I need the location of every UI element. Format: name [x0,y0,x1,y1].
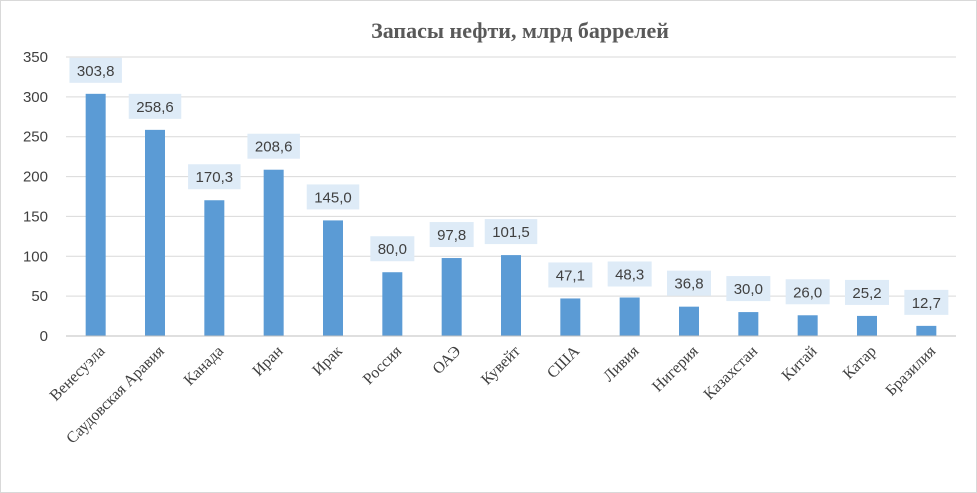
data-label-box [247,133,300,159]
data-label: 36,8 [674,276,703,293]
x-category-label: Китай [779,343,821,385]
data-label: 30,0 [734,281,763,298]
y-tick-label: 150 [23,208,48,225]
x-category-label: Казахстан [701,343,762,404]
data-label-box [429,222,474,248]
bar [738,312,759,336]
x-category-label: ОАЭ [430,343,465,378]
data-label: 25,2 [852,285,881,302]
x-category-label: Иран [250,342,287,379]
data-label-box [69,57,122,83]
y-tick-label: 100 [23,248,48,265]
y-tick-label: 350 [23,49,48,66]
data-label: 208,6 [255,139,293,156]
bars [85,93,937,336]
bar [857,315,877,336]
x-category-label: Россия [360,342,406,388]
bar [263,169,284,336]
bar [323,220,343,336]
x-category-label: Саудовская Аравия [63,342,168,447]
x-category-label: США [544,342,583,381]
x-category-label: Бразилия [883,342,940,399]
data-label-box [306,184,360,210]
data-label-box [128,93,182,119]
x-category-label: Ливия [600,342,643,385]
bar [797,315,818,336]
data-label: 12,7 [912,295,941,312]
bar [382,272,403,336]
y-axis-ticks: 0 50 100 150 200 250 300 350 [23,49,48,345]
bar [679,306,699,336]
bar [916,325,937,336]
bar [204,200,225,336]
bar [560,298,581,336]
bar [85,93,106,336]
bar [145,129,165,336]
data-label-box [845,279,889,305]
x-category-label: Катар [840,343,880,383]
data-label-box [548,262,593,288]
data-label: 97,8 [437,227,466,244]
data-label-box [785,279,830,305]
x-category-label: Венесуэла [47,343,109,405]
y-tick-label: 0 [40,328,48,345]
data-label: 303,8 [77,63,115,80]
data-label-box [904,289,949,315]
data-label: 48,3 [615,266,644,283]
data-label-box [667,270,711,296]
bar [441,258,462,336]
data-label: 26,0 [793,284,822,301]
data-label-box [188,164,241,190]
data-labels: 303,8 258,6 170,3 208,6 145,0 80,0 97,8 101,5 47… [69,57,949,315]
data-label: 258,6 [136,99,174,116]
y-tick-label: 250 [23,129,48,146]
data-label-box [726,276,771,302]
data-label-box [607,261,652,287]
x-category-label: Нигерия [649,342,702,395]
data-label: 145,0 [314,189,352,206]
x-category-label: Канада [181,343,227,389]
y-tick-label: 50 [31,288,48,305]
data-label: 170,3 [196,169,234,186]
y-tick-label: 200 [23,169,48,186]
data-label-box [484,219,538,245]
bar [619,297,640,336]
y-tick-label: 300 [23,89,48,106]
data-label: 80,0 [378,241,407,258]
data-label: 47,1 [556,267,585,284]
bar [501,255,521,336]
chart-title: Запасы нефти, млрд баррелей [371,18,669,43]
data-label-box [370,236,415,262]
data-label: 101,5 [492,224,530,241]
x-category-label: Ирак [309,343,346,380]
x-category-label: Кувейт [478,343,524,389]
